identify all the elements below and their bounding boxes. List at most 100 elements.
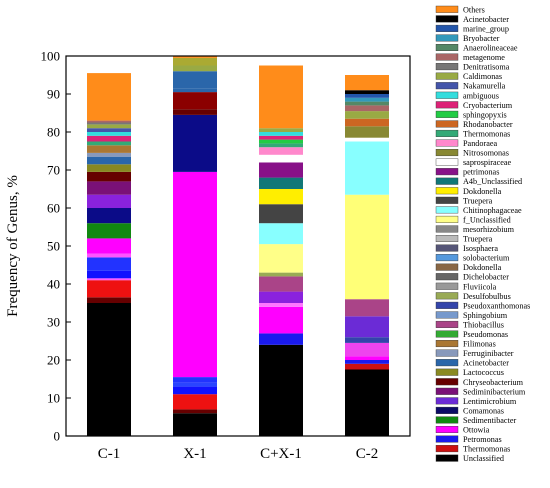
legend-label: Filimonas bbox=[463, 340, 496, 349]
bar-segment bbox=[259, 306, 303, 334]
bar-segment bbox=[259, 276, 303, 292]
bar-segment bbox=[87, 253, 131, 258]
legend-swatch bbox=[435, 72, 459, 80]
bar-segment bbox=[345, 342, 389, 357]
legend-swatch bbox=[435, 225, 459, 233]
legend-swatch bbox=[435, 387, 459, 395]
legend-swatch bbox=[435, 63, 459, 71]
legend-label: Anaerolineaceae bbox=[463, 44, 518, 53]
bar-segment bbox=[87, 135, 131, 142]
legend-label: Lentimicrobium bbox=[463, 397, 517, 406]
bar-segment bbox=[173, 109, 217, 115]
bar-stacks bbox=[87, 56, 389, 436]
bar-segment bbox=[345, 369, 389, 436]
bar-segment bbox=[87, 122, 131, 125]
bar-segment bbox=[259, 132, 303, 136]
bar-segment bbox=[259, 162, 303, 178]
legend-swatch bbox=[435, 101, 459, 109]
legend-label: Ferruginibacter bbox=[463, 349, 514, 358]
legend-swatch bbox=[435, 263, 459, 271]
legend-swatch bbox=[435, 368, 459, 376]
legend-label: Fluviicola bbox=[463, 282, 497, 291]
legend-swatch bbox=[435, 320, 459, 328]
legend-swatch bbox=[435, 340, 459, 348]
legend-swatch bbox=[435, 349, 459, 357]
legend-label: metagenome bbox=[463, 53, 505, 62]
bar-segment bbox=[87, 152, 131, 157]
bar-segment bbox=[173, 114, 217, 172]
legend-swatch bbox=[435, 282, 459, 290]
bar-segment bbox=[345, 299, 389, 317]
legend-swatch bbox=[435, 416, 459, 424]
legend-swatch bbox=[435, 177, 459, 185]
legend-label: Acinetobacter bbox=[463, 15, 509, 24]
legend-swatch bbox=[435, 53, 459, 61]
bar-segment bbox=[87, 303, 131, 436]
legend-label: Cryobacterium bbox=[463, 101, 513, 110]
legend: OthersAcinetobactermarine_groupBryobacte… bbox=[435, 5, 530, 463]
legend-swatch bbox=[435, 34, 459, 42]
bar-segment bbox=[87, 238, 131, 254]
bar-stack-C-2 bbox=[345, 75, 389, 436]
y-tick-label: 50 bbox=[47, 239, 60, 254]
bar-segment bbox=[173, 57, 217, 66]
bar-segment bbox=[173, 382, 217, 387]
legend-label: Petromonas bbox=[463, 435, 502, 444]
bar-segment bbox=[173, 92, 217, 110]
legend-label: Pseudoxanthomonas bbox=[463, 301, 530, 310]
legend-label: A4b_Unclassified bbox=[463, 177, 522, 186]
legend-label: Truepera bbox=[463, 235, 493, 244]
legend-swatch bbox=[435, 91, 459, 99]
bar-segment bbox=[173, 71, 217, 89]
legend-swatch bbox=[435, 110, 459, 118]
legend-swatch bbox=[435, 129, 459, 137]
bar-segment bbox=[345, 356, 389, 360]
legend-swatch bbox=[435, 244, 459, 252]
y-tick-label: 60 bbox=[47, 201, 60, 216]
bar-segment bbox=[173, 394, 217, 410]
legend-label: Dokdonella bbox=[463, 187, 502, 196]
legend-swatch bbox=[435, 15, 459, 23]
bar-segment bbox=[87, 171, 131, 182]
bar-segment bbox=[345, 316, 389, 338]
legend-swatch bbox=[435, 139, 459, 147]
bar-segment bbox=[345, 363, 389, 370]
bar-segment bbox=[87, 73, 131, 121]
legend-swatch bbox=[435, 149, 459, 157]
legend-label: Thiobacillus bbox=[463, 320, 504, 329]
bar-segment bbox=[259, 147, 303, 155]
legend-label: petrimonas bbox=[463, 168, 499, 177]
bar-segment bbox=[259, 303, 303, 307]
bar-segment bbox=[173, 377, 217, 383]
bar-segment bbox=[173, 413, 217, 436]
bar-segment bbox=[345, 94, 389, 98]
bar-segment bbox=[173, 65, 217, 72]
x-axis-categories: C-1 X-1 C+X-1 C-2 bbox=[98, 431, 379, 462]
legend-swatch bbox=[435, 234, 459, 242]
bar-segment bbox=[345, 105, 389, 112]
bar-segment bbox=[345, 337, 389, 343]
legend-label: Lactococcus bbox=[463, 368, 504, 377]
x-category-label: C-2 bbox=[356, 446, 379, 462]
legend-label: Nakamurella bbox=[463, 82, 506, 91]
legend-label: Dokdonella bbox=[463, 263, 502, 272]
bar-segment bbox=[87, 120, 131, 123]
legend-swatch bbox=[435, 330, 459, 338]
bar-stack-C+X-1 bbox=[259, 65, 303, 436]
bar-segment bbox=[259, 223, 303, 245]
legend-swatch bbox=[435, 292, 459, 300]
legend-label: mesorhizobium bbox=[463, 225, 515, 234]
legend-label: Sedimentibacter bbox=[463, 416, 516, 425]
legend-label: saprospiraceae bbox=[463, 158, 512, 167]
bar-segment bbox=[173, 171, 217, 378]
legend-swatch bbox=[435, 454, 459, 462]
legend-swatch bbox=[435, 82, 459, 90]
legend-label: Chitinophagaceae bbox=[463, 206, 522, 215]
legend-label: Truepera bbox=[463, 196, 493, 205]
bar-stack-C-1 bbox=[87, 73, 131, 436]
bar-segment bbox=[259, 189, 303, 205]
bar-segment bbox=[345, 141, 389, 195]
legend-label: f_Unclassified bbox=[463, 215, 511, 224]
legend-label: Caldimonas bbox=[463, 72, 502, 81]
